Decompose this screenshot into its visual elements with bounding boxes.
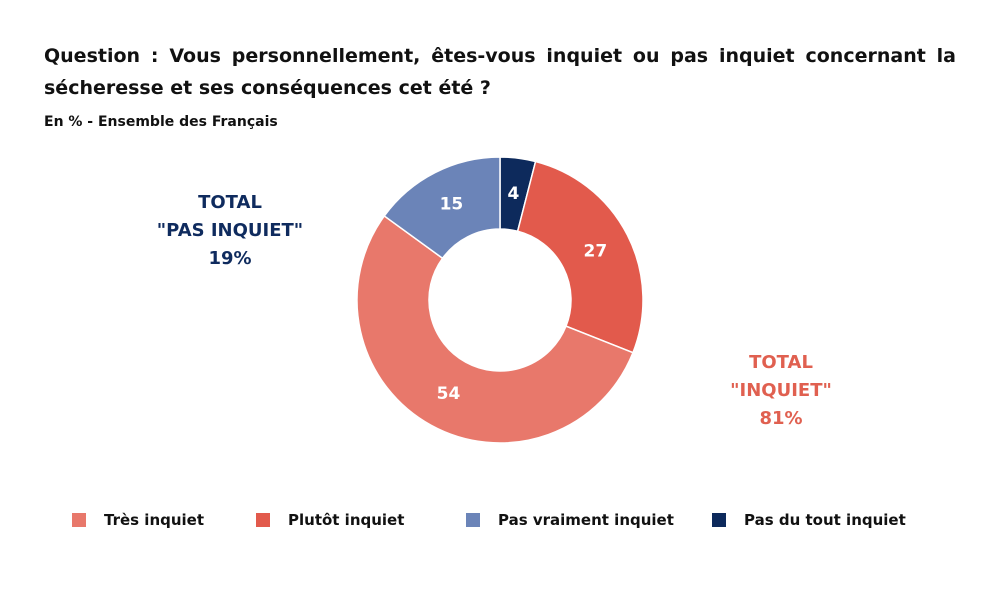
legend-label-plutot-inquiet: Plutôt inquiet xyxy=(288,511,405,529)
total-pas-inquiet-label: TOTAL xyxy=(198,192,262,213)
chart-subtitle: En % - Ensemble des Français xyxy=(44,114,278,130)
total-inquiet-value: 81% xyxy=(759,408,803,429)
slice-label-pas-vraiment-inquiet: 15 xyxy=(440,195,464,215)
legend-item-plutot-inquiet: Plutôt inquiet xyxy=(256,511,404,529)
total-inquiet-label: TOTAL xyxy=(749,352,813,373)
legend-label-tres-inquiet: Très inquiet xyxy=(104,511,205,529)
total-inquiet-category: "INQUIET" xyxy=(730,380,832,401)
total-inquiet: TOTAL "INQUIET" 81% xyxy=(671,349,891,433)
legend-item-pas-du-tout-inquiet: Pas du tout inquiet xyxy=(712,511,906,529)
legend-label-pas-du-tout-inquiet: Pas du tout inquiet xyxy=(744,511,906,529)
donut-slice-tres-inquiet xyxy=(356,214,634,444)
slice-label-tres-inquiet: 54 xyxy=(437,384,461,404)
legend-item-pas-vraiment-inquiet: Pas vraiment inquiet xyxy=(466,511,674,529)
total-pas-inquiet-value: 19% xyxy=(208,248,252,269)
slice-label-pas-du-tout-inquiet: 4 xyxy=(507,184,519,204)
total-pas-inquiet-category: "PAS INQUIET" xyxy=(156,220,304,241)
donut-slice-pas-vraiment-inquiet xyxy=(383,156,501,260)
legend-label-pas-vraiment-inquiet: Pas vraiment inquiet xyxy=(498,511,674,529)
donut-slice-plutot-inquiet xyxy=(516,160,644,354)
legend-swatch-pas-vraiment-inquiet xyxy=(466,513,480,527)
slice-label-plutot-inquiet: 27 xyxy=(584,241,608,261)
chart-question: Question : Vous personnellement, êtes-vo… xyxy=(44,45,956,99)
legend-swatch-plutot-inquiet xyxy=(256,513,270,527)
legend-swatch-tres-inquiet xyxy=(72,513,86,527)
legend-swatch-pas-du-tout-inquiet xyxy=(712,513,726,527)
chart-legend: Très inquiet Plutôt inquiet Pas vraiment… xyxy=(0,511,1000,535)
legend-item-tres-inquiet: Très inquiet xyxy=(72,511,204,529)
total-pas-inquiet: TOTAL "PAS INQUIET" 19% xyxy=(120,189,340,273)
